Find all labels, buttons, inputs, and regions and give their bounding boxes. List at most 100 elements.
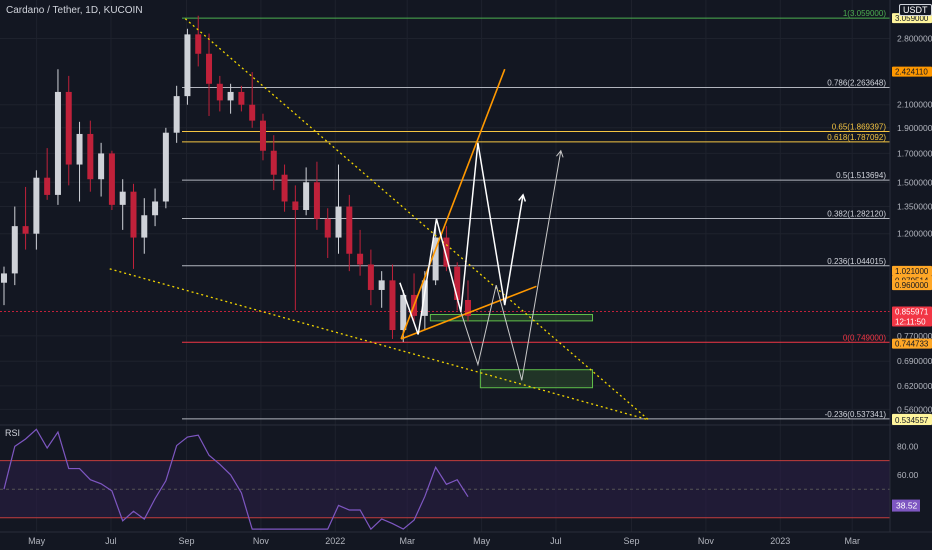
rsi-current-bg	[892, 499, 920, 512]
y-tick-label: 0.620000	[897, 381, 932, 391]
candle-body	[173, 96, 180, 133]
candle-body	[454, 266, 461, 300]
candle-body	[76, 133, 83, 165]
channel-trendline[interactable]	[400, 285, 537, 340]
candle-body	[162, 132, 169, 202]
candle-body	[335, 206, 342, 238]
projection-paths	[399, 142, 564, 381]
fib-level-label: -0.236(0.537341)	[825, 410, 887, 419]
candle-body	[195, 34, 202, 54]
candle-body	[303, 182, 310, 210]
candle-body	[108, 153, 115, 205]
fib-level-label: 0.5(1.513694)	[836, 171, 886, 180]
candle-body	[292, 201, 299, 210]
target-zone[interactable]	[479, 369, 594, 389]
projection-path[interactable]	[399, 142, 524, 335]
price-candles	[1, 15, 471, 342]
channel-trendline[interactable]	[400, 68, 506, 340]
countdown-label: 12:11:50	[895, 318, 926, 327]
target-zone[interactable]	[429, 314, 594, 322]
y-tick-label: 1.700000	[897, 148, 932, 158]
rsi-line	[3, 428, 469, 531]
fib-level-label: 1(3.059000)	[843, 9, 886, 18]
candle-body	[54, 91, 61, 195]
rsi-label: RSI	[5, 428, 21, 438]
candle-body	[141, 215, 148, 238]
fib-level-label: 0.65(1.869397)	[832, 123, 887, 132]
candle-body	[238, 91, 245, 105]
candle-body	[389, 280, 396, 331]
y-tick-label: 0.690000	[897, 356, 932, 366]
candle-body	[65, 91, 72, 165]
candle-body	[22, 226, 29, 234]
y-tick-label: 1.500000	[897, 177, 932, 187]
y-tick-label: 0.560000	[897, 404, 932, 414]
dotted-trendline[interactable]	[184, 18, 650, 421]
y-tick-label: 0.770000	[897, 331, 932, 341]
price-label-bg	[892, 66, 932, 77]
y-tick-label: 1.350000	[897, 202, 932, 212]
candle-body	[1, 273, 7, 283]
projection-path[interactable]	[460, 150, 562, 381]
fib-level-label: 0(0.749000)	[843, 333, 886, 342]
candle-body	[87, 133, 94, 180]
candle-body	[259, 120, 266, 151]
fib-level-label: 0.786(2.263648)	[827, 78, 886, 87]
price-label: 1.021000	[895, 267, 929, 276]
current-price-label: 0.855971	[895, 308, 929, 317]
price-label-bg	[892, 415, 932, 426]
grid	[0, 0, 890, 532]
candle-body	[378, 280, 385, 290]
candle-body	[324, 218, 331, 238]
candle-body	[216, 83, 223, 101]
price-label: 2.424110	[895, 68, 928, 77]
target-zones	[429, 314, 594, 389]
projection-arrowhead	[518, 193, 527, 202]
x-tick-label: Jul	[105, 536, 117, 546]
fib-levels: 1(3.059000) 0.786(2.263648) 0.65(1.869397)…	[0, 9, 890, 420]
candle-body	[184, 34, 191, 97]
y-tick-label: 1.200000	[897, 229, 932, 239]
price-label: 0.744733	[895, 340, 929, 349]
candle-body	[357, 253, 364, 265]
fib-level-label: 0.236(1.044015)	[827, 257, 886, 266]
x-tick-label: Nov	[698, 536, 715, 546]
price-label-bg	[892, 338, 932, 349]
x-tick-label: Mar	[399, 536, 415, 546]
candle-body	[130, 191, 137, 238]
current-price-label-bg	[892, 306, 932, 327]
candle-body	[313, 182, 320, 219]
y-tick-label: 2.800000	[897, 33, 932, 43]
currency-badge[interactable]: USDT	[899, 4, 932, 16]
candle-body	[206, 53, 213, 84]
rsi-current-label: 38.52	[896, 501, 918, 511]
x-tick-label: Mar	[844, 536, 860, 546]
candle-body	[346, 206, 353, 254]
x-tick-label: Sep	[179, 536, 195, 546]
candle-body	[432, 237, 439, 281]
candle-body	[400, 294, 407, 331]
y-tick-label: 1.900000	[897, 123, 932, 133]
candle-body	[98, 153, 105, 180]
trend-lines	[109, 18, 650, 421]
candle-body	[249, 104, 256, 121]
x-tick-label: May	[473, 536, 491, 546]
candle-body	[443, 237, 450, 267]
candle-body	[281, 174, 288, 202]
price-label: 3.059000	[895, 14, 929, 23]
price-label: 0.960000	[895, 281, 929, 290]
y-tick-label: 2.100000	[897, 100, 932, 110]
candle-body	[152, 201, 159, 216]
candle-body	[44, 177, 51, 195]
fib-level-label: 0.618(1.787092)	[827, 133, 886, 142]
price-axis: 2.800000 2.100000 1.900000 1.700000 1.500000…	[889, 0, 932, 532]
candle-body	[270, 150, 277, 175]
candle-body	[33, 177, 40, 234]
x-tick-label: 2023	[770, 536, 790, 546]
x-tick-label: 2022	[325, 536, 345, 546]
candle-body	[227, 91, 234, 101]
candle-body	[367, 264, 374, 290]
dotted-trendline[interactable]	[109, 268, 649, 421]
